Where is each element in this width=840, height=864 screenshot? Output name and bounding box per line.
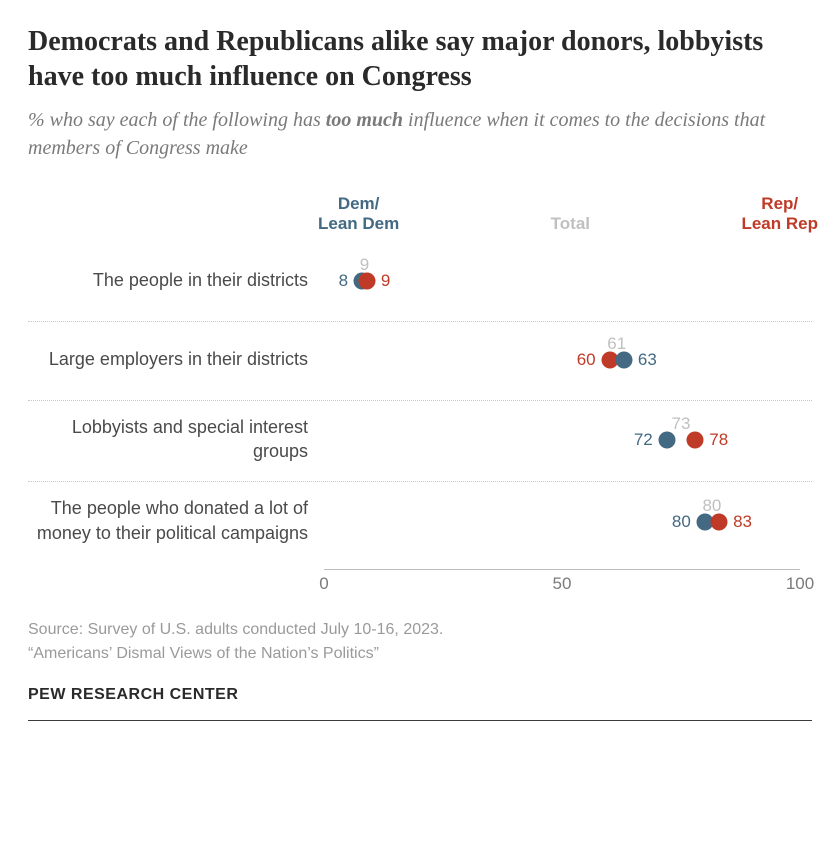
rep-marker	[358, 272, 375, 289]
footer-rule	[28, 720, 812, 721]
legend-rep: Rep/Lean Rep	[741, 194, 818, 235]
rep-marker	[687, 432, 704, 449]
rep-value: 83	[733, 512, 752, 532]
row-plot: 808083	[324, 498, 800, 544]
chart-row: Lobbyists and special interest groups737…	[28, 401, 812, 483]
row-plot: 989	[324, 257, 800, 303]
chart-row: Large employers in their districts616063	[28, 322, 812, 401]
total-value: 73	[672, 414, 691, 434]
legend-dem: Dem/Lean Dem	[318, 194, 399, 235]
axis-tick: 0	[319, 574, 328, 594]
dem-value: 72	[634, 430, 653, 450]
subtitle-pre: % who say each of the following has	[28, 109, 326, 131]
rep-marker	[711, 513, 728, 530]
axis-tick: 100	[786, 574, 814, 594]
row-plot: 73 72 78	[324, 416, 800, 462]
row-label: The people who donated a lot of money to…	[28, 496, 324, 545]
row-plot: 616063	[324, 336, 800, 382]
rep-value: 60	[577, 350, 596, 370]
chart-subtitle: % who say each of the following has too …	[28, 106, 812, 162]
chart-row: The people who donated a lot of money to…	[28, 482, 812, 563]
subtitle-bold: too much	[326, 109, 403, 131]
x-axis: 050100	[324, 569, 800, 600]
chart-rows: The people in their districts989Large em…	[28, 253, 812, 563]
row-label: Lobbyists and special interest groups	[28, 415, 324, 464]
row-label: Large employers in their districts	[28, 347, 324, 371]
rep-value: 9	[381, 271, 390, 291]
source-text: Source: Survey of U.S. adults conducted …	[28, 618, 812, 666]
dem-value: 63	[638, 350, 657, 370]
rep-value: 78	[709, 430, 728, 450]
chart-title: Democrats and Republicans alike say majo…	[28, 24, 812, 94]
source-line1: Source: Survey of U.S. adults conducted …	[28, 618, 812, 642]
legend-total: Total	[551, 214, 590, 234]
attribution: PEW RESEARCH CENTER	[28, 686, 812, 704]
axis-tick: 50	[553, 574, 572, 594]
axis-area: 0 50 100	[28, 569, 812, 600]
source-line2: “Americans’ Dismal Views of the Nation’s…	[28, 642, 812, 666]
dem-value: 8	[339, 271, 348, 291]
legend: Dem/Lean Dem Total Rep/Lean Rep	[28, 194, 818, 235]
chart-row: The people in their districts989	[28, 253, 812, 322]
dem-marker	[615, 351, 632, 368]
dem-value: 80	[672, 512, 691, 532]
dem-marker	[658, 432, 675, 449]
row-label: The people in their districts	[28, 268, 324, 292]
